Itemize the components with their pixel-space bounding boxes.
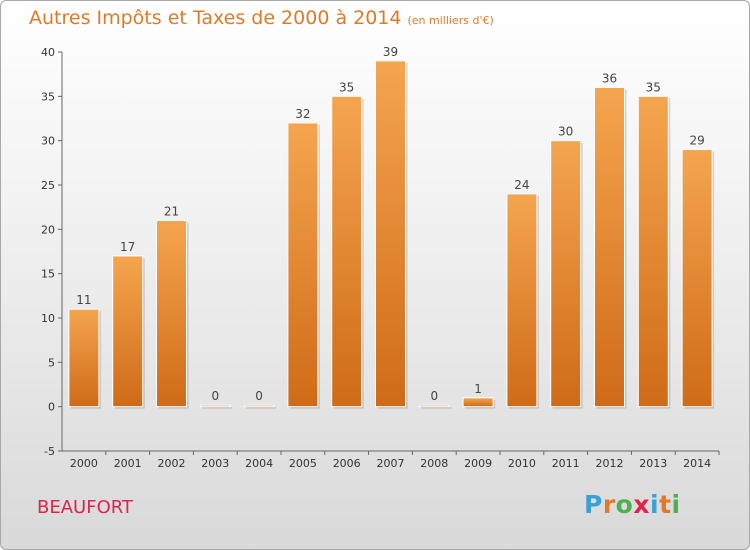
x-tick-label: 2003 bbox=[201, 457, 229, 470]
bar bbox=[243, 404, 275, 408]
y-tick-label: 30 bbox=[41, 135, 55, 148]
logo-letter: o bbox=[615, 490, 634, 519]
x-tick-label: 2014 bbox=[683, 457, 711, 470]
chart-unit: (en milliers d'€) bbox=[407, 14, 494, 27]
logo-letter: x bbox=[633, 490, 650, 519]
logo-letter: i bbox=[671, 490, 681, 519]
x-tick-label: 2005 bbox=[289, 457, 317, 470]
bar-value-label: 39 bbox=[383, 45, 398, 59]
y-tick-label: 10 bbox=[41, 312, 55, 325]
bar bbox=[68, 308, 100, 408]
bar bbox=[506, 193, 538, 408]
x-tick-label: 2008 bbox=[420, 457, 448, 470]
logo-letter: t bbox=[659, 490, 672, 519]
bar-value-label: 24 bbox=[514, 178, 529, 192]
bar-value-label: 36 bbox=[602, 71, 617, 85]
x-tick-label: 2002 bbox=[158, 457, 186, 470]
bar bbox=[550, 140, 582, 408]
bar-value-label: 11 bbox=[76, 293, 91, 307]
bar-value-label: 1 bbox=[474, 382, 482, 396]
chart-title-text: Autres Impôts et Taxes de 2000 à 2014 bbox=[29, 7, 402, 29]
y-tick-label: 40 bbox=[41, 46, 55, 59]
bar bbox=[156, 219, 187, 408]
bar-value-label: 0 bbox=[430, 389, 438, 403]
y-tick-label: 15 bbox=[41, 268, 55, 281]
x-tick-label: 2000 bbox=[70, 457, 98, 470]
y-tick-label: 35 bbox=[41, 90, 55, 103]
x-tick-label: 2009 bbox=[464, 457, 492, 470]
bar bbox=[287, 122, 319, 408]
logo-letter: r bbox=[602, 490, 616, 519]
bar bbox=[637, 95, 669, 408]
bar bbox=[331, 95, 363, 408]
bar-shadow bbox=[421, 407, 452, 409]
bar bbox=[681, 149, 713, 408]
logo-letter: i bbox=[650, 490, 660, 519]
bar bbox=[375, 60, 406, 408]
bar bbox=[462, 397, 494, 408]
bar-value-label: 35 bbox=[339, 80, 354, 94]
y-tick-label: -5 bbox=[44, 445, 55, 458]
bar-value-label: 35 bbox=[646, 80, 661, 94]
proxiti-logo: Proxiti bbox=[584, 490, 681, 519]
bar-value-label: 30 bbox=[558, 125, 573, 139]
x-tick-label: 2013 bbox=[639, 457, 667, 470]
bar-shadow bbox=[202, 407, 233, 409]
x-tick-label: 2011 bbox=[552, 457, 580, 470]
bar bbox=[112, 255, 144, 408]
x-tick-label: 2010 bbox=[508, 457, 536, 470]
x-tick-label: 2006 bbox=[333, 457, 361, 470]
y-tick-label: 25 bbox=[41, 179, 55, 192]
bar-value-label: 0 bbox=[211, 389, 219, 403]
bar-value-label: 0 bbox=[255, 389, 263, 403]
bar bbox=[418, 404, 450, 408]
x-tick-label: 2012 bbox=[596, 457, 624, 470]
bar-value-label: 17 bbox=[120, 240, 135, 254]
logo-letter: P bbox=[584, 490, 603, 519]
bar-shadow bbox=[246, 407, 277, 409]
y-tick-label: 20 bbox=[41, 223, 55, 236]
bar-value-label: 21 bbox=[164, 204, 179, 218]
y-tick-label: 5 bbox=[48, 356, 55, 369]
y-tick-label: 0 bbox=[48, 401, 55, 414]
bar bbox=[199, 404, 231, 408]
x-tick-label: 2004 bbox=[245, 457, 273, 470]
bar bbox=[594, 86, 625, 408]
commune-name: BEAUFORT bbox=[37, 497, 133, 518]
bar-value-label: 29 bbox=[689, 134, 704, 148]
x-tick-label: 2001 bbox=[114, 457, 142, 470]
x-tick-label: 2007 bbox=[377, 457, 405, 470]
bar-value-label: 32 bbox=[295, 107, 310, 121]
chart-title: Autres Impôts et Taxes de 2000 à 2014 (en… bbox=[29, 7, 494, 29]
